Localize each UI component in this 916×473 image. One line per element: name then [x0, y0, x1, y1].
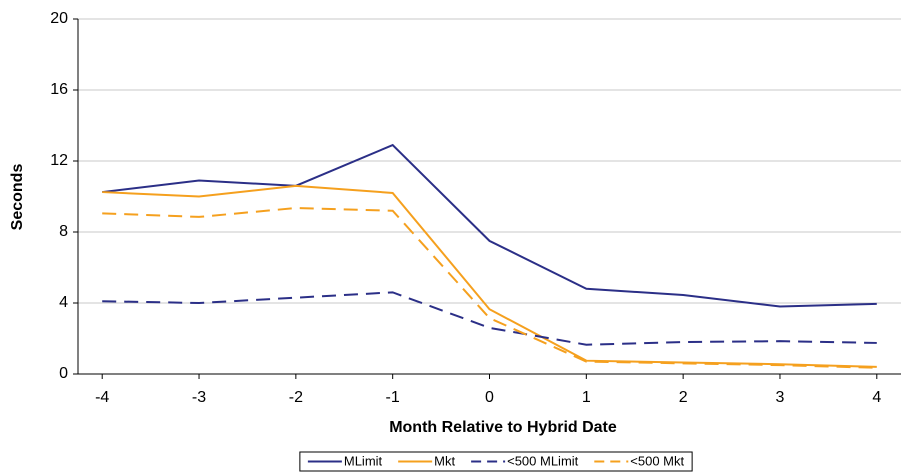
- y-tick-label: 12: [50, 152, 68, 169]
- x-tick-label: 0: [485, 389, 494, 406]
- legend-label: <500 Mkt: [630, 453, 684, 468]
- y-tick-label: 20: [50, 10, 68, 27]
- x-tick-label: -4: [95, 389, 109, 406]
- y-tick-label: 16: [50, 81, 68, 98]
- x-tick-label: 2: [679, 389, 688, 406]
- x-tick-label: -2: [289, 389, 303, 406]
- y-tick-label: 4: [59, 294, 68, 311]
- legend-label: MLimit: [344, 453, 383, 468]
- y-axis-title: Seconds: [9, 164, 26, 231]
- series-line: [102, 143, 877, 308]
- x-tick-label: 3: [776, 389, 785, 406]
- legend-label: Mkt: [434, 453, 455, 468]
- legend-label: <500 MLimit: [507, 453, 579, 468]
- x-axis-title: Month Relative to Hybrid Date: [389, 419, 617, 436]
- series-line: [102, 184, 877, 368]
- x-tick-label: 1: [582, 389, 591, 406]
- series-line: [102, 291, 877, 346]
- y-tick-label: 0: [59, 365, 68, 382]
- x-tick-label: 4: [872, 389, 881, 406]
- x-tick-label: -3: [192, 389, 206, 406]
- y-tick-label: 8: [59, 223, 68, 240]
- x-tick-label: -1: [386, 389, 400, 406]
